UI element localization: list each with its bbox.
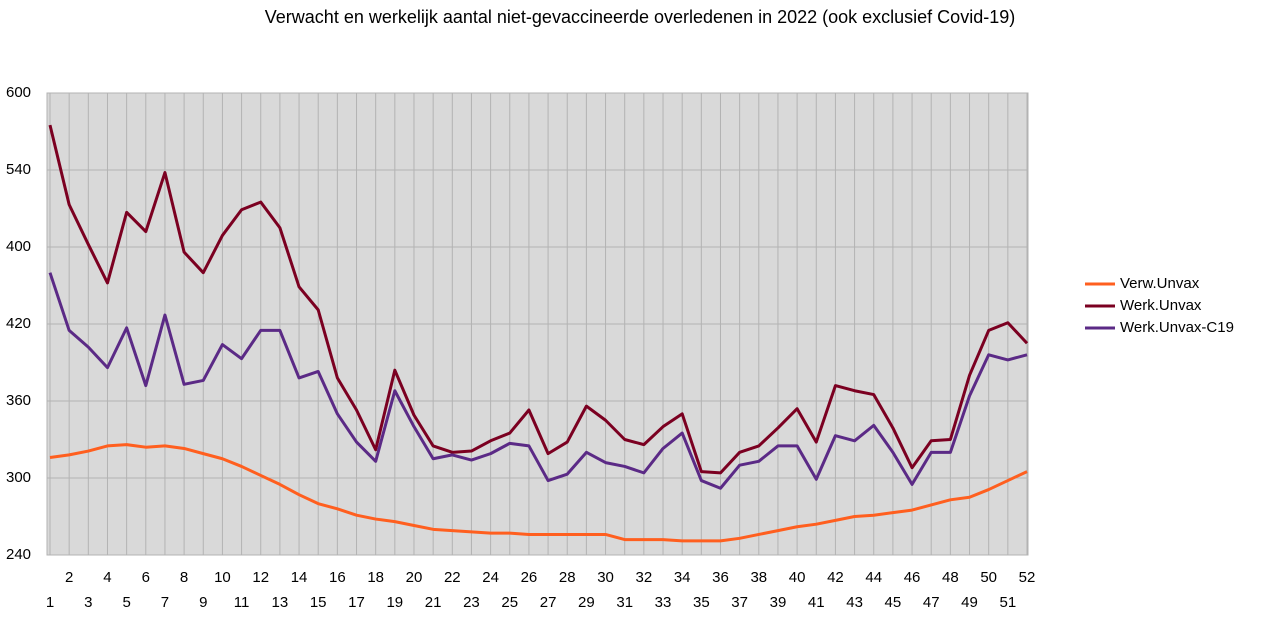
plot-border: [46, 92, 1029, 556]
x-tick-label: 26: [521, 569, 538, 586]
y-tick-label: 240: [6, 546, 31, 563]
x-tick-label: 2: [65, 569, 73, 586]
x-tick-label: 44: [865, 569, 882, 586]
x-tick-label: 30: [597, 569, 614, 586]
legend-label: Werk.Unvax: [1120, 297, 1202, 314]
y-tick-label: 600: [6, 84, 31, 101]
y-tick-label: 420: [6, 315, 31, 332]
x-tick-label: 34: [674, 569, 691, 586]
x-tick-label: 25: [501, 594, 518, 611]
y-tick-label: 360: [6, 392, 31, 409]
x-tick-label: 9: [199, 594, 207, 611]
x-tick-label: 46: [904, 569, 921, 586]
x-tick-label: 21: [425, 594, 442, 611]
chart-title: Verwacht en werkelijk aantal niet-gevacc…: [265, 7, 1015, 27]
x-tick-label: 17: [348, 594, 365, 611]
x-tick-label: 43: [846, 594, 863, 611]
legend-label: Verw.Unvax: [1120, 275, 1200, 292]
legend-label: Werk.Unvax-C19: [1120, 319, 1234, 336]
x-tick-label: 32: [636, 569, 653, 586]
x-tick-label: 12: [252, 569, 269, 586]
x-tick-label: 40: [789, 569, 806, 586]
x-tick-label: 38: [750, 569, 767, 586]
x-tick-label: 16: [329, 569, 346, 586]
y-tick-label: 540: [6, 161, 31, 178]
x-tick-label: 15: [310, 594, 327, 611]
x-tick-label: 37: [731, 594, 748, 611]
x-tick-label: 27: [540, 594, 557, 611]
x-tick-label: 7: [161, 594, 169, 611]
x-tick-label: 5: [122, 594, 130, 611]
x-tick-label: 3: [84, 594, 92, 611]
x-tick-label: 47: [923, 594, 940, 611]
x-tick-label: 6: [142, 569, 150, 586]
x-tick-label: 19: [386, 594, 403, 611]
x-tick-label: 4: [103, 569, 111, 586]
x-tick-label: 1: [46, 594, 54, 611]
x-tick-label: 35: [693, 594, 710, 611]
x-tick-label: 51: [999, 594, 1016, 611]
y-tick-label: 300: [6, 469, 31, 486]
x-tick-label: 24: [482, 569, 499, 586]
x-tick-label: 28: [559, 569, 576, 586]
x-tick-label: 20: [406, 569, 423, 586]
x-tick-label: 50: [980, 569, 997, 586]
x-tick-label: 42: [827, 569, 844, 586]
x-tick-label: 36: [712, 569, 729, 586]
x-tick-label: 29: [578, 594, 595, 611]
x-tick-label: 49: [961, 594, 978, 611]
line-series: [48, 124, 1029, 475]
x-tick-label: 39: [770, 594, 787, 611]
x-tick-label: 41: [808, 594, 825, 611]
x-tick-label: 31: [616, 594, 633, 611]
line-series: [49, 443, 1028, 543]
x-tick-label: 22: [444, 569, 461, 586]
x-tick-label: 18: [367, 569, 384, 586]
x-tick-label: 48: [942, 569, 959, 586]
x-tick-label: 8: [180, 569, 188, 586]
line-series: [48, 272, 1028, 490]
x-tick-label: 10: [214, 569, 231, 586]
x-tick-label: 23: [463, 594, 480, 611]
x-tick-label: 11: [234, 594, 250, 611]
x-tick-label: 13: [272, 594, 289, 611]
x-tick-label: 14: [291, 569, 308, 586]
x-tick-label: 52: [1019, 569, 1036, 586]
y-tick-label: 400: [6, 238, 31, 255]
x-tick-label: 33: [655, 594, 672, 611]
x-tick-label: 45: [885, 594, 902, 611]
